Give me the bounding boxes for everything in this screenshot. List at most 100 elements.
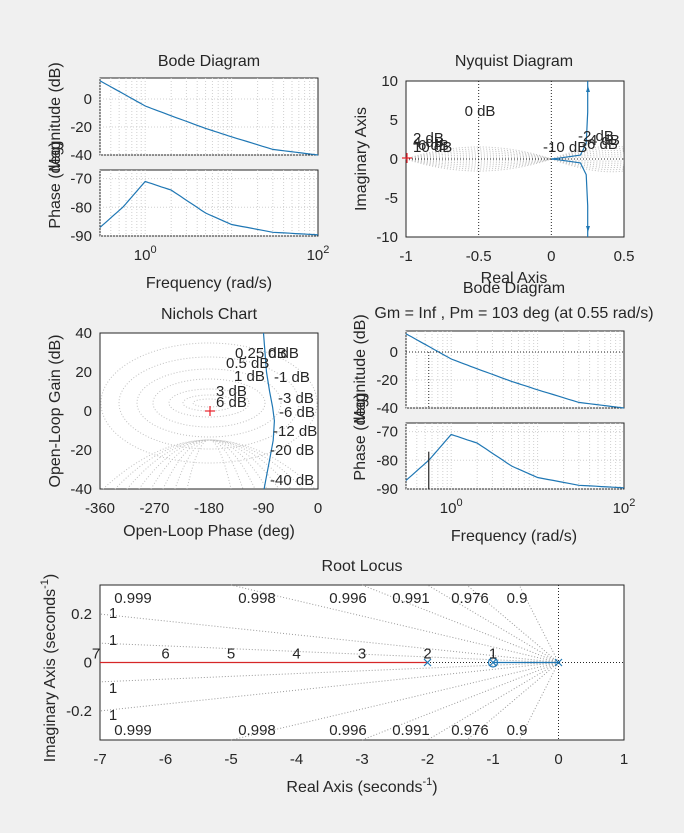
nyquist-grid-label: -2 dB (578, 128, 614, 145)
xtick-label: 100 (440, 497, 463, 517)
xtick-label: -360 (85, 500, 115, 517)
nyquist-grid-label: -10 dB (543, 139, 587, 156)
damping-line (518, 662, 559, 741)
ytick-label: -40 (70, 147, 92, 164)
pole-marker (554, 658, 563, 667)
bode1-phase-line (99, 180, 319, 236)
bode2-subtitle: Gm = Inf , Pm = 103 deg (at 0.55 rad/s) (374, 305, 653, 322)
ytick-label: -20 (376, 372, 398, 389)
ytick-label: -0.2 (66, 703, 92, 720)
ytick-label: 0 (84, 655, 92, 672)
root-locus-panel: Root Locus 0.9990.9990.9980.9980.9960.99… (39, 558, 628, 796)
damping-label: 0.9 (507, 722, 528, 739)
ytick-label: 0 (84, 403, 92, 420)
grid-line (136, 368, 282, 438)
bode2-xlabel: Frequency (rad/s) (451, 528, 577, 545)
xtick-label: 102 (613, 497, 636, 517)
damping-label: 0.999 (114, 722, 152, 739)
damping-label: 0.976 (451, 590, 489, 607)
grid-line (405, 158, 552, 166)
xtick-label: -4 (290, 751, 303, 768)
bode2-phase-ylabel: Phase (deg) (352, 393, 369, 480)
nyquist-grid-label: 6 dB (418, 137, 449, 154)
ytick-label: 40 (75, 325, 92, 342)
ytick-label: -40 (376, 400, 398, 417)
damping-line (466, 584, 559, 663)
damping-line (361, 584, 559, 663)
nyquist-grid-label: 10 dB (413, 139, 452, 156)
nichols-grid-label: 1 dB (234, 368, 265, 385)
ytick-label: 20 (75, 364, 92, 381)
xtick-label: -90 (253, 500, 275, 517)
damping-line (518, 584, 559, 663)
grid-line (114, 439, 304, 490)
damping-line (99, 662, 559, 712)
grid-line (405, 148, 552, 160)
ytick-label: 0 (84, 91, 92, 108)
grid-line (174, 439, 244, 490)
frequency-label: 6 (161, 646, 169, 663)
nyquist-ylabel: Imaginary Axis (353, 107, 370, 211)
xtick-label: 0.5 (614, 248, 635, 265)
xtick-label: -0.5 (466, 248, 492, 265)
pole-marker (423, 658, 432, 667)
nyquist-grid (405, 81, 625, 237)
nyquist-title: Nyquist Diagram (455, 53, 573, 70)
grid-line (168, 388, 250, 418)
frequency-label: 1 (109, 605, 117, 622)
bode1-xticks: 100 102 (134, 244, 330, 264)
nichols-grid-label: 3 dB (216, 383, 247, 400)
xtick-label: -1 (399, 248, 412, 265)
xtick-label: 0 (547, 248, 555, 265)
ytick-label: -70 (376, 424, 398, 441)
frequency-label: 5 (227, 646, 235, 663)
bode2-phase-yticks: -70 -80 -90 (376, 424, 398, 498)
ytick-label: 0 (390, 344, 398, 361)
damping-line (427, 662, 559, 741)
nichols-grid-label: 0 dB (268, 345, 299, 362)
bode2-phase-margin-markers (406, 351, 624, 489)
xtick-label: 102 (307, 244, 330, 264)
xtick-label: -180 (194, 500, 224, 517)
bode1-mag-yticks: 0 -20 -40 (70, 91, 92, 164)
grid-line (138, 439, 280, 490)
nyquist-curve-lower (551, 158, 589, 237)
frequency-label: 4 (292, 646, 300, 663)
nichols-grid-label: -6 dB (279, 404, 315, 421)
nichols-grid-label: -3 dB (278, 390, 314, 407)
frequency-label: 1 (109, 680, 117, 697)
nyquist-xlabel: Real Axis (481, 270, 548, 287)
xtick-label: 1 (620, 751, 628, 768)
xtick-label: -7 (93, 751, 106, 768)
damping-line (361, 662, 559, 741)
xtick-label: -1 (486, 751, 499, 768)
grid-line (162, 439, 256, 490)
frequency-label: 1 (489, 646, 497, 663)
bode2-phase-axes (405, 422, 625, 490)
damping-label: 0.9 (507, 590, 528, 607)
ytick-label: -80 (376, 452, 398, 469)
ytick-label: -5 (385, 190, 398, 207)
ytick-label: 0 (390, 151, 398, 168)
nichols-xlabel: Open-Loop Phase (deg) (123, 523, 295, 540)
rlocus-title: Root Locus (322, 558, 403, 575)
nichols-grid-label: 0.5 dB (226, 355, 269, 372)
grid-line (192, 398, 226, 408)
rlocus-ylabel: Imaginary Axis (seconds-1) (39, 574, 59, 763)
damping-label: 0.996 (329, 722, 367, 739)
nichols-grid-label: -40 dB (270, 472, 314, 489)
grid-line (405, 150, 552, 160)
rlocus-grid-labels: 0.999 0.999 0.998 0.998 0.996 0.996 0.991 0.991… (92, 590, 528, 739)
nichols-panel: Nichols Chart 0.25 dB 0 dB 0.5 dB 1 dB -… (47, 306, 322, 540)
ytick-label: 10 (381, 73, 398, 90)
damping-label: 0.998 (238, 722, 276, 739)
damping-line (230, 662, 559, 741)
nyquist-grid-label: -6 dB (582, 136, 618, 153)
ytick-label: -90 (70, 228, 92, 245)
nichols-ylabel: Open-Loop Gain (dB) (47, 335, 64, 488)
damping-label: 0.998 (238, 590, 276, 607)
nichols-grid-label: -1 dB (274, 369, 310, 386)
xtick-label: -6 (159, 751, 172, 768)
grid-line (405, 158, 552, 170)
